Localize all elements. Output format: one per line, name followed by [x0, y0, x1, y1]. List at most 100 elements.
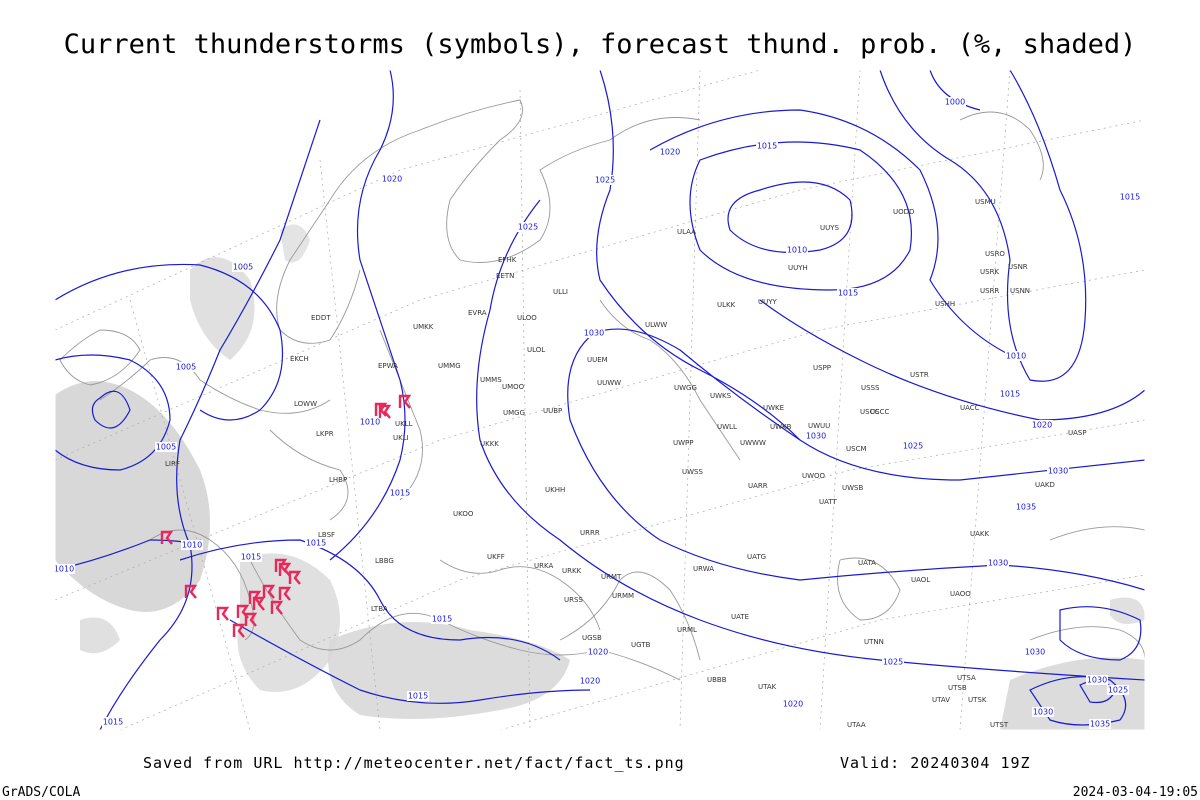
isobar-label: 1015 — [432, 615, 452, 624]
thunderstorm-symbol — [262, 584, 276, 599]
thunderstorm-symbol — [184, 584, 198, 599]
isobar-label: 1015 — [306, 539, 326, 548]
station-label: UWWW — [740, 439, 766, 447]
software: GrADS/COLA — [2, 785, 80, 800]
station-label: UWKS — [710, 392, 732, 400]
station-label: ULWW — [645, 321, 667, 329]
isobar-label-bg — [1005, 351, 1027, 361]
station-label: LTBA — [371, 605, 388, 613]
station-label: UARR — [748, 482, 768, 490]
station-label: UUYH — [788, 264, 808, 272]
isobar-label: 1020 — [660, 148, 680, 157]
station-label: LOWW — [294, 400, 317, 408]
thunderstorm-symbol — [378, 404, 392, 419]
station-label: UWPP — [673, 439, 694, 447]
station-label: UTAV — [932, 696, 950, 704]
map-frame — [54, 69, 1146, 731]
station-label: UBBB — [707, 676, 727, 684]
source-url: Saved from URL http://meteocenter.net/fa… — [143, 754, 685, 772]
station-label: UTNN — [864, 638, 884, 646]
station-label: UKOO — [453, 510, 474, 518]
isobar-label: 1020 — [1032, 421, 1052, 430]
isobar-label: 1030 — [1033, 708, 1053, 717]
thunderstorm-symbols — [160, 394, 412, 638]
isobar-label-bg — [786, 245, 808, 255]
station-label: EFHK — [498, 256, 517, 264]
isobar-label: 1015 — [390, 489, 410, 498]
station-label: UUEM — [587, 356, 608, 364]
station-label: UTSA — [957, 674, 976, 682]
station-label: UKLL — [395, 420, 413, 428]
station-label: UWKE — [763, 404, 784, 412]
isobar-label-bg — [381, 174, 403, 184]
station-label: UMKK — [413, 323, 434, 331]
station-label: UMMS — [480, 376, 502, 384]
station-label: UKLI — [393, 434, 409, 442]
isobar-label-bg — [587, 647, 609, 657]
isobar-label-bg — [53, 564, 75, 574]
isobar-label-bg — [659, 147, 681, 157]
timestamp: 2024-03-04-19:05 — [1073, 785, 1198, 800]
thunderstorm-symbol — [288, 570, 302, 585]
station-label: UWGG — [674, 384, 697, 392]
isobar-label: 1020 — [580, 677, 600, 686]
isobar-label: 1010 — [182, 541, 202, 550]
station-label: UMMG — [438, 362, 461, 370]
isobar-label: 1005 — [233, 263, 253, 272]
station-label: ULAA — [677, 228, 696, 236]
station-label: URWA — [693, 565, 714, 573]
isobar-label: 1005 — [156, 443, 176, 452]
isobar-label-bg — [987, 558, 1009, 568]
thunderstorm-symbol — [398, 394, 412, 409]
isobar-labels: 1000 1020 1015 1025 1020 1025 1010 1015 1015 1005… — [53, 97, 1141, 729]
station-label: UACC — [960, 404, 980, 412]
isobar-label: 1010 — [787, 246, 807, 255]
isobar-label: 1030 — [1048, 467, 1068, 476]
station-label: URML — [677, 626, 697, 634]
isobar-label: 1030 — [584, 329, 604, 338]
station-label: UAOL — [911, 576, 930, 584]
isobar-label-bg — [1119, 192, 1141, 202]
isobar-label: 1010 — [54, 565, 74, 574]
isobar-label: 1015 — [838, 289, 858, 298]
station-label: UKHH — [545, 486, 565, 494]
thunderstorm-symbol — [160, 530, 174, 545]
isobar-label-bg — [407, 691, 429, 701]
station-label: EVRA — [468, 309, 487, 317]
isobar-label-bg — [155, 442, 177, 452]
isobar-label-bg — [1015, 502, 1037, 512]
title: Current thunderstorms (symbols), forecas… — [64, 29, 1137, 60]
station-label: URMT — [601, 573, 622, 581]
thunderstorm-symbol — [236, 604, 250, 619]
isobar-label: 1010 — [360, 418, 380, 427]
isobar-label-bg — [579, 676, 601, 686]
station-label: USRO — [985, 250, 1005, 258]
station-label: UAOO — [950, 590, 971, 598]
station-label: USNN — [1010, 287, 1030, 295]
isobar-label-bg — [1031, 420, 1053, 430]
thunderstorm-symbol — [232, 623, 246, 638]
station-label: USMU — [975, 198, 996, 206]
isobar-label-bg — [431, 614, 453, 624]
isobar-label: 1015 — [1120, 193, 1140, 202]
thunderstorm-symbol — [244, 612, 258, 627]
isobar-label: 1020 — [382, 175, 402, 184]
stations: ULAA UUYS UUYH UUYY ULKK ULWW UUEM UUWW UWGG UWKS… — [165, 198, 1087, 729]
station-label: UGSB — [582, 634, 602, 642]
station-label: URSS — [564, 596, 583, 604]
isobar-label-bg — [805, 431, 827, 441]
station-label: UUYY — [758, 298, 778, 306]
isobar-label: 1000 — [945, 98, 965, 107]
station-label: USCM — [846, 445, 867, 453]
isobar-label-bg — [102, 717, 124, 727]
station-label: LHBP — [329, 476, 347, 484]
graticule — [54, 69, 1146, 731]
station-label: URMM — [612, 592, 634, 600]
isobar-label: 1035 — [1090, 720, 1110, 729]
isobar-label-bg — [594, 175, 616, 185]
station-label: UATE — [731, 613, 749, 621]
isobar-label: 1015 — [1000, 390, 1020, 399]
isobar-label-bg — [240, 552, 262, 562]
isobar-label-bg — [756, 141, 778, 151]
